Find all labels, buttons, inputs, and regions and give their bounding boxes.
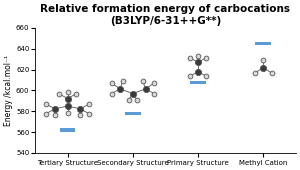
Point <box>57 92 62 95</box>
Point <box>152 82 156 85</box>
FancyBboxPatch shape <box>60 128 75 132</box>
Point <box>109 92 114 95</box>
Point <box>126 99 131 101</box>
Point <box>44 112 49 115</box>
Point <box>196 61 200 64</box>
Point <box>86 112 91 115</box>
FancyBboxPatch shape <box>255 42 271 45</box>
Point <box>65 105 70 107</box>
Point <box>269 72 274 74</box>
Point <box>204 56 209 59</box>
Point <box>65 91 70 93</box>
Point <box>78 107 83 110</box>
Point <box>52 107 57 110</box>
Point <box>65 97 70 100</box>
Point <box>52 114 57 117</box>
Point <box>109 82 114 85</box>
Point <box>187 56 192 59</box>
Point <box>204 75 209 78</box>
Point <box>65 111 70 114</box>
Title: Relative formation energy of carbocations
(B3LYP/6-31++G**): Relative formation energy of carbocation… <box>40 4 290 26</box>
Point <box>44 103 49 106</box>
Point <box>135 99 140 101</box>
Point <box>78 114 83 117</box>
Point <box>252 72 257 74</box>
Point <box>86 103 91 106</box>
Point <box>196 70 200 73</box>
Point <box>152 92 156 95</box>
FancyBboxPatch shape <box>190 81 206 84</box>
Point <box>141 80 146 83</box>
Point <box>261 66 266 69</box>
Y-axis label: Energy /kcal.mol⁻¹: Energy /kcal.mol⁻¹ <box>4 55 13 126</box>
Point <box>261 59 266 61</box>
Point <box>187 75 192 78</box>
Point <box>143 88 148 90</box>
Point <box>118 88 122 90</box>
Point <box>120 80 125 83</box>
Point <box>74 92 79 95</box>
Point <box>196 54 200 57</box>
Point <box>130 92 135 95</box>
FancyBboxPatch shape <box>125 112 141 115</box>
